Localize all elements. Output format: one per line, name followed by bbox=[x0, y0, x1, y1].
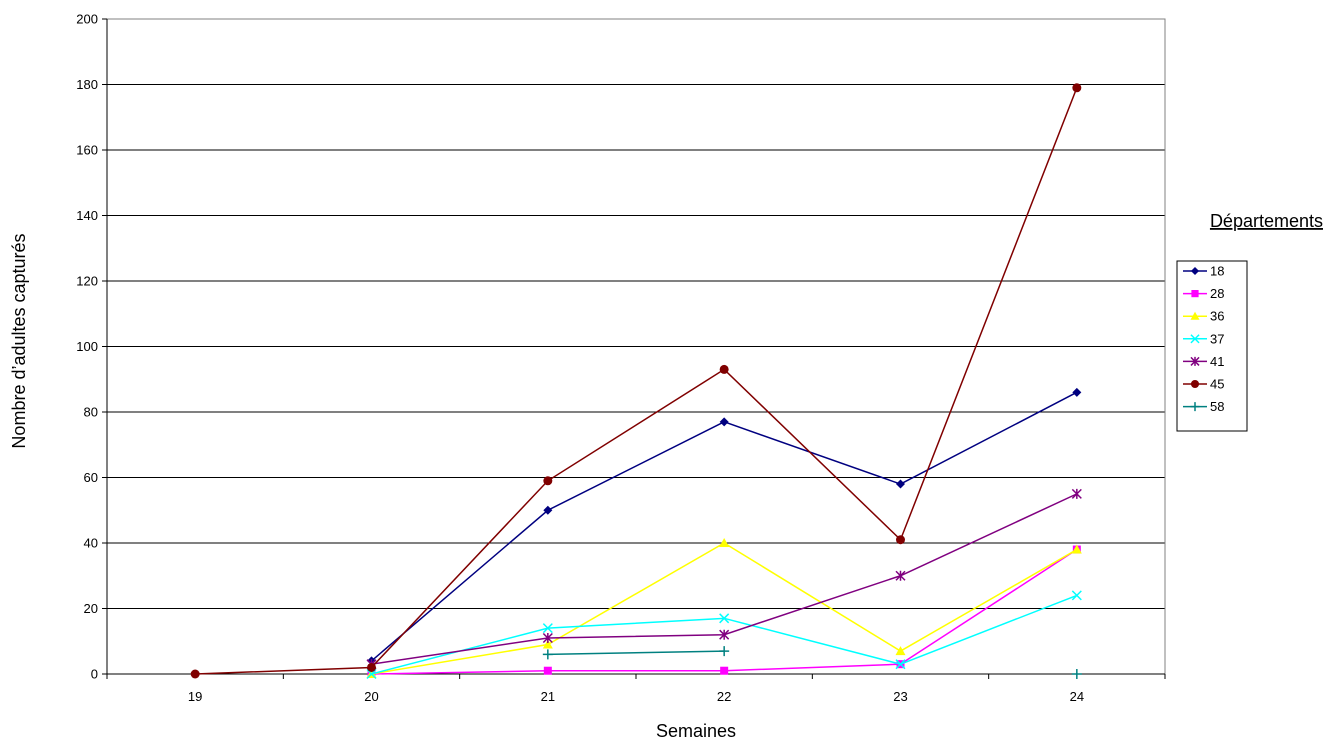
series-41 bbox=[366, 488, 1082, 670]
x-tick-label: 19 bbox=[188, 689, 202, 704]
data-point bbox=[719, 538, 730, 547]
data-point bbox=[719, 417, 729, 427]
axes bbox=[102, 18, 1166, 679]
data-point bbox=[896, 535, 905, 545]
y-tick-label: 60 bbox=[84, 470, 98, 485]
data-point bbox=[1190, 356, 1200, 366]
data-point bbox=[1071, 488, 1082, 499]
data-point bbox=[719, 364, 729, 374]
data-point bbox=[895, 646, 906, 656]
data-point bbox=[367, 662, 376, 672]
y-tick-label: 0 bbox=[91, 667, 98, 682]
data-point bbox=[542, 623, 553, 634]
series-45 bbox=[190, 83, 1082, 679]
legend-item-37: 37 bbox=[1183, 331, 1224, 346]
legend-label: 41 bbox=[1210, 354, 1224, 369]
legend-label: 45 bbox=[1210, 377, 1224, 392]
legend-label: 18 bbox=[1210, 264, 1224, 279]
legend-item-58: 58 bbox=[1183, 399, 1224, 414]
series-37 bbox=[366, 590, 1082, 680]
x-tick-labels: 19 20 21 22 23 24 bbox=[188, 689, 1084, 704]
data-point bbox=[1190, 379, 1200, 389]
y-tick-label: 140 bbox=[76, 208, 98, 223]
series-58 bbox=[542, 646, 1082, 679]
data-point bbox=[1071, 669, 1082, 679]
data-point bbox=[190, 669, 200, 679]
data-point bbox=[720, 666, 729, 675]
y-tick-labels: 0 20 40 60 80 100 120 140 160 180 200 bbox=[76, 12, 98, 682]
legend-label: 36 bbox=[1210, 309, 1224, 324]
data-point bbox=[1071, 590, 1082, 601]
data-point bbox=[1190, 334, 1200, 344]
data-point bbox=[543, 666, 552, 675]
data-point bbox=[543, 476, 553, 486]
y-tick-label: 40 bbox=[84, 536, 98, 551]
data-point bbox=[719, 629, 730, 640]
data-point bbox=[542, 639, 553, 649]
series-line bbox=[195, 87, 1078, 675]
data-point bbox=[1191, 290, 1199, 298]
legend-label: 37 bbox=[1210, 331, 1224, 346]
y-tick-label: 80 bbox=[84, 405, 98, 420]
data-point bbox=[719, 646, 730, 657]
legend-item-28: 28 bbox=[1183, 286, 1224, 301]
y-tick-label: 100 bbox=[76, 339, 98, 354]
data-point bbox=[895, 570, 906, 581]
legend-label: 58 bbox=[1210, 399, 1224, 414]
legend-title: Départements bbox=[1210, 211, 1323, 231]
x-tick-label: 24 bbox=[1070, 689, 1084, 704]
data-point bbox=[1190, 266, 1200, 276]
y-tick-label: 120 bbox=[76, 274, 98, 289]
data-point bbox=[1190, 311, 1200, 320]
series-line bbox=[371, 391, 1078, 662]
x-tick-label: 23 bbox=[893, 689, 907, 704]
y-tick-label: 160 bbox=[76, 143, 98, 158]
legend: 18 28 36 37 41 45 58 bbox=[1183, 264, 1224, 414]
x-tick-label: 22 bbox=[717, 689, 731, 704]
x-tick-label: 20 bbox=[364, 689, 378, 704]
data-point bbox=[543, 505, 553, 515]
series-lines bbox=[190, 83, 1082, 680]
data-point bbox=[366, 668, 377, 680]
data-point bbox=[1072, 83, 1082, 93]
series-28 bbox=[367, 545, 1081, 678]
legend-item-18: 18 bbox=[1183, 264, 1224, 279]
gridlines bbox=[107, 18, 1165, 675]
legend-item-41: 41 bbox=[1183, 354, 1224, 369]
legend-item-36: 36 bbox=[1183, 309, 1224, 324]
y-axis-title: Nombre d’adultes capturés bbox=[9, 233, 29, 448]
data-point bbox=[895, 659, 906, 670]
legend-label: 28 bbox=[1210, 286, 1224, 301]
data-point bbox=[1072, 387, 1082, 397]
data-point bbox=[542, 632, 553, 644]
series-line bbox=[547, 650, 725, 656]
data-point bbox=[896, 479, 905, 489]
legend-box bbox=[1176, 260, 1248, 432]
data-point bbox=[719, 613, 730, 624]
data-point bbox=[1071, 544, 1082, 554]
data-point bbox=[542, 649, 553, 660]
data-point bbox=[1190, 402, 1200, 412]
y-tick-label: 20 bbox=[84, 601, 98, 616]
y-tick-label: 180 bbox=[76, 77, 98, 92]
series-18 bbox=[367, 387, 1082, 666]
y-tick-label: 200 bbox=[76, 12, 98, 27]
x-axis-title: Semaines bbox=[656, 721, 736, 741]
x-tick-label: 21 bbox=[541, 689, 555, 704]
legend-item-45: 45 bbox=[1183, 377, 1224, 392]
